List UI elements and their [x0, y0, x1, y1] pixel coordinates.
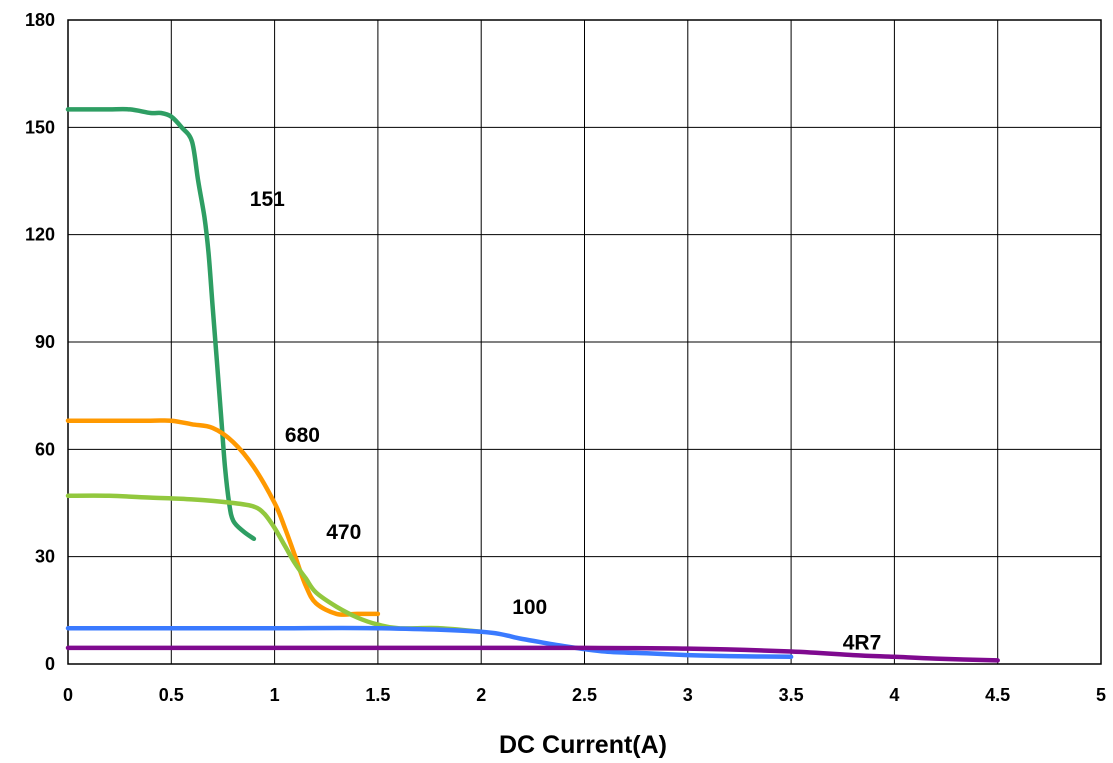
y-tick-label: 30: [35, 547, 55, 567]
series-line-470: [65, 493, 484, 635]
series-label-4R7: 4R7: [843, 632, 882, 655]
x-tick-label: 1: [270, 685, 280, 705]
y-tick-label: 60: [35, 439, 55, 459]
y-tick-label: 90: [35, 332, 55, 352]
x-axis-title: DC Current(A): [499, 731, 667, 759]
series-labels: 151 680 470 100 4R7: [250, 188, 881, 655]
x-tick-label: 4: [889, 685, 899, 705]
tick-labels: 0 0.5 1 1.5 2 2.5 3 3.5 4 4.5 5 0 30 60 90 120 150 180: [25, 10, 1106, 705]
series-label-100: 100: [512, 596, 547, 619]
x-tick-label: 4.5: [985, 685, 1010, 705]
series-label-151: 151: [250, 188, 285, 211]
y-tick-label: 180: [25, 10, 55, 30]
x-tick-label: 2: [476, 685, 486, 705]
grid: [67, 19, 1102, 665]
series-line-151: [65, 106, 257, 542]
y-tick-label: 0: [45, 654, 55, 674]
series-line-680: [65, 418, 381, 617]
plot-area-frame: [67, 19, 1102, 665]
x-tick-label: 5: [1096, 685, 1106, 705]
x-tick-label: 3.5: [779, 685, 804, 705]
x-tick-label: 3: [683, 685, 693, 705]
x-tick-label: 0: [63, 685, 73, 705]
x-tick-label: 0.5: [159, 685, 184, 705]
x-tick-label: 1.5: [365, 685, 390, 705]
y-tick-label: 120: [25, 225, 55, 245]
series-line-100: [65, 625, 794, 660]
series-lines: [65, 106, 1000, 663]
series-label-470: 470: [326, 521, 361, 544]
y-tick-label: 150: [25, 117, 55, 137]
x-tick-label: 2.5: [572, 685, 597, 705]
series-label-680: 680: [285, 424, 320, 447]
series-line-4R7: [65, 645, 1000, 663]
